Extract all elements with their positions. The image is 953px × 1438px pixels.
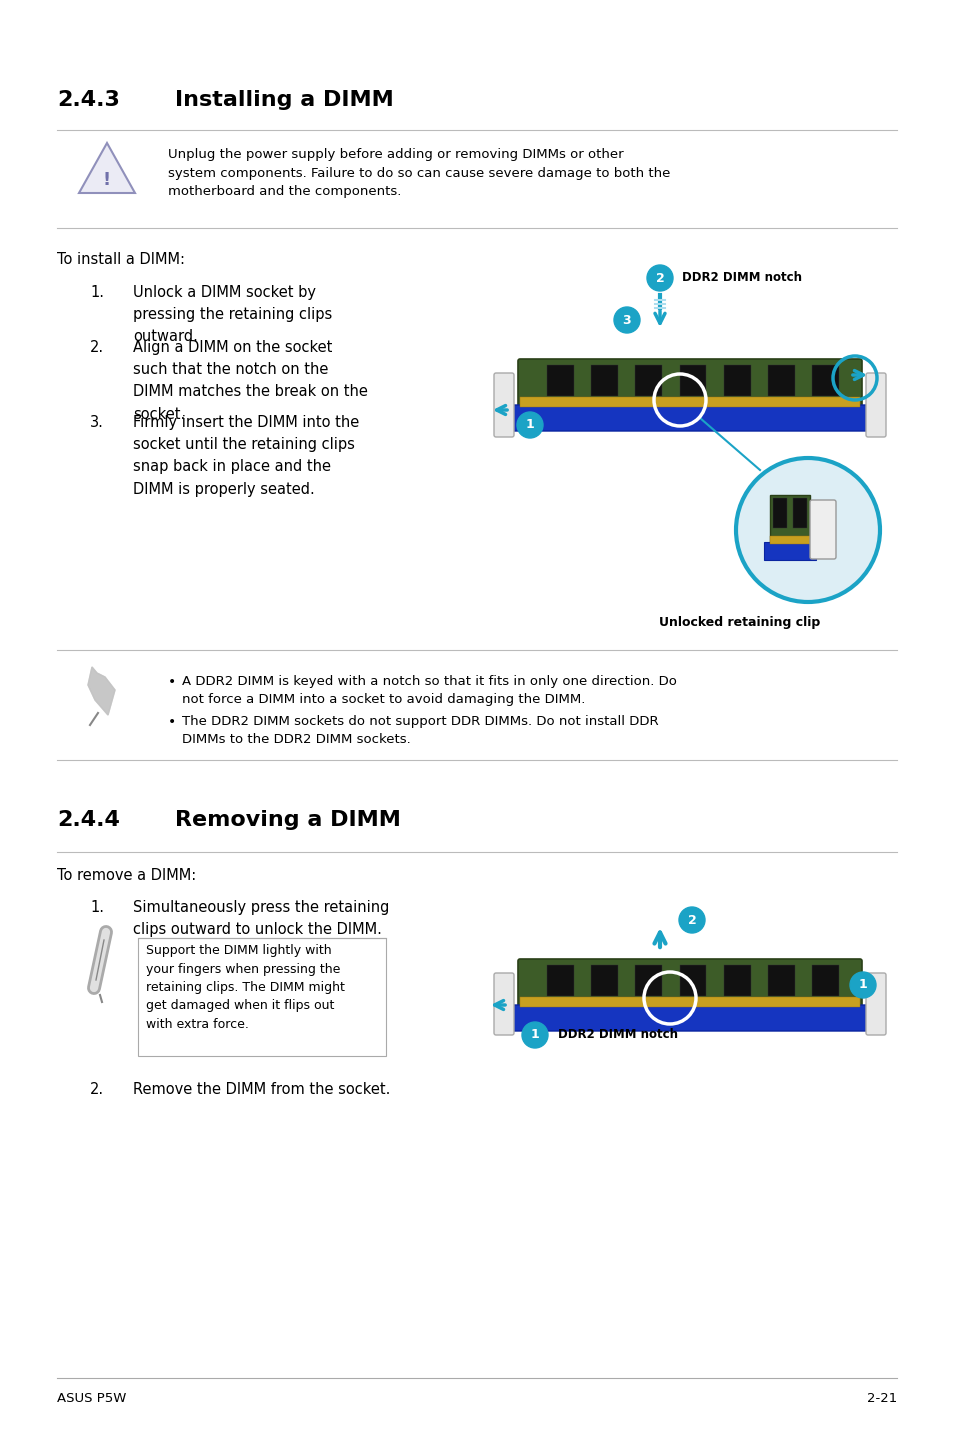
Bar <box>723 965 750 997</box>
Circle shape <box>646 265 672 290</box>
Text: DDR2 DIMM notch: DDR2 DIMM notch <box>681 270 801 283</box>
Text: 1: 1 <box>858 978 866 991</box>
Polygon shape <box>88 667 115 715</box>
Text: Unplug the power supply before adding or removing DIMMs or other
system componen: Unplug the power supply before adding or… <box>168 148 670 198</box>
FancyBboxPatch shape <box>865 372 885 437</box>
Polygon shape <box>88 667 115 715</box>
Text: DDR2 DIMM notch: DDR2 DIMM notch <box>558 1028 678 1041</box>
Bar <box>546 365 573 397</box>
Text: Align a DIMM on the socket
such that the notch on the
DIMM matches the break on : Align a DIMM on the socket such that the… <box>132 339 368 421</box>
Bar <box>763 542 815 559</box>
Bar <box>591 965 618 997</box>
Text: Unlocked retaining clip: Unlocked retaining clip <box>659 615 820 628</box>
Circle shape <box>735 457 879 603</box>
FancyBboxPatch shape <box>517 360 862 411</box>
Text: 1: 1 <box>525 418 534 431</box>
Circle shape <box>614 306 639 334</box>
FancyBboxPatch shape <box>510 406 869 431</box>
Bar <box>769 495 809 544</box>
FancyBboxPatch shape <box>517 959 862 1011</box>
Text: 1.: 1. <box>90 285 104 301</box>
Bar <box>767 365 794 397</box>
Bar <box>812 965 839 997</box>
Text: Removing a DIMM: Removing a DIMM <box>174 810 400 830</box>
Bar <box>546 965 573 997</box>
Bar <box>679 365 705 397</box>
Text: 1: 1 <box>530 1028 538 1041</box>
Polygon shape <box>79 142 135 193</box>
Text: ASUS P5W: ASUS P5W <box>57 1392 126 1405</box>
Text: Remove the DIMM from the socket.: Remove the DIMM from the socket. <box>132 1081 390 1097</box>
Text: 3: 3 <box>622 313 631 326</box>
Bar <box>635 365 661 397</box>
Text: !: ! <box>103 171 111 188</box>
Bar <box>772 498 786 528</box>
Text: To install a DIMM:: To install a DIMM: <box>57 252 185 267</box>
Text: 1.: 1. <box>90 900 104 915</box>
Bar <box>769 536 809 544</box>
Circle shape <box>517 413 542 439</box>
Text: 2: 2 <box>687 913 696 926</box>
Text: A DDR2 DIMM is keyed with a notch so that it fits in only one direction. Do
not : A DDR2 DIMM is keyed with a notch so tha… <box>182 674 677 706</box>
FancyBboxPatch shape <box>494 372 514 437</box>
Text: Unlock a DIMM socket by
pressing the retaining clips
outward.: Unlock a DIMM socket by pressing the ret… <box>132 285 332 344</box>
Text: Firmly insert the DIMM into the
socket until the retaining clips
snap back in pl: Firmly insert the DIMM into the socket u… <box>132 416 359 496</box>
FancyBboxPatch shape <box>494 974 514 1035</box>
Text: Support the DIMM lightly with
your fingers when pressing the
retaining clips. Th: Support the DIMM lightly with your finge… <box>146 943 345 1031</box>
FancyBboxPatch shape <box>809 500 835 559</box>
Text: 2.4.4: 2.4.4 <box>57 810 120 830</box>
Bar <box>679 965 705 997</box>
Text: 3.: 3. <box>90 416 104 430</box>
Text: •: • <box>168 715 176 729</box>
Circle shape <box>679 907 704 933</box>
Text: •: • <box>168 674 176 689</box>
Text: To remove a DIMM:: To remove a DIMM: <box>57 869 196 883</box>
Text: 2.: 2. <box>90 1081 104 1097</box>
FancyBboxPatch shape <box>865 974 885 1035</box>
Text: Installing a DIMM: Installing a DIMM <box>174 91 394 109</box>
Bar <box>519 997 859 1007</box>
Bar <box>812 365 839 397</box>
Bar <box>635 965 661 997</box>
FancyBboxPatch shape <box>510 1005 869 1031</box>
Text: Simultaneously press the retaining
clips outward to unlock the DIMM.: Simultaneously press the retaining clips… <box>132 900 389 938</box>
Bar <box>792 498 806 528</box>
Circle shape <box>849 972 875 998</box>
Bar <box>591 365 618 397</box>
Text: 2.4.3: 2.4.3 <box>57 91 120 109</box>
Bar <box>767 965 794 997</box>
Circle shape <box>521 1022 547 1048</box>
Text: 2.: 2. <box>90 339 104 355</box>
Bar <box>519 397 859 407</box>
Text: The DDR2 DIMM sockets do not support DDR DIMMs. Do not install DDR
DIMMs to the : The DDR2 DIMM sockets do not support DDR… <box>182 715 658 746</box>
Text: 2-21: 2-21 <box>866 1392 896 1405</box>
FancyBboxPatch shape <box>138 938 386 1055</box>
Text: 2: 2 <box>655 272 663 285</box>
Bar <box>723 365 750 397</box>
